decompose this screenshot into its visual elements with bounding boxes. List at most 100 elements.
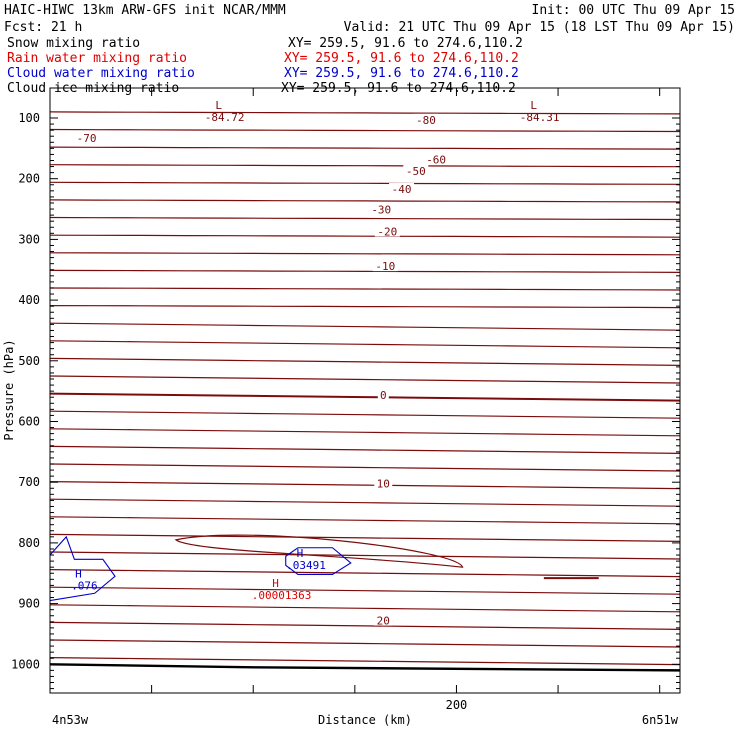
isotherm-line (49, 128, 681, 133)
isotherm-label: -60 (426, 153, 446, 166)
x-axis: 20 0 (151, 88, 661, 712)
isotherm-label: -50 (406, 165, 426, 178)
y-tick-label: 400 (18, 293, 40, 307)
isotherm-label-bg (423, 153, 449, 165)
isotherm-line (49, 657, 681, 666)
isotherm-label-bg (368, 203, 394, 215)
isotherm-line (49, 357, 681, 366)
y-tick-label: 1000 (11, 657, 40, 671)
isotherm-label: -80 (416, 114, 436, 127)
extremum-marker: H (272, 577, 279, 590)
y-tick-label: 700 (18, 475, 40, 489)
extremum-value: .076 (71, 579, 98, 592)
isotherm-label: -20 (377, 226, 397, 239)
init-time: Init: 00 UTC Thu 09 Apr 15 (532, 3, 736, 18)
isotherm-line (49, 216, 681, 221)
extremum-value: .00001363 (252, 589, 312, 602)
legend-xy-rain: XY= 259.5, 91.6 to 274.6,110.2 (284, 51, 519, 66)
isotherm-label-bg (374, 225, 400, 237)
isotherm-line (49, 340, 681, 349)
y-tick-label: 300 (18, 232, 40, 246)
isotherm-line (49, 269, 681, 273)
legend-label-rain: Rain water mixing ratio (7, 51, 187, 66)
extremum-marker: L (530, 99, 537, 112)
y-tick-label: 100 (18, 111, 40, 125)
surface-line (49, 663, 681, 672)
x-end-label: 6n51w (642, 713, 679, 727)
isotherm-line (49, 498, 681, 507)
extremum-marker: L (215, 99, 222, 112)
isotherm-label: 10 (377, 477, 390, 490)
isotherm-line (49, 305, 681, 309)
isotherm-line (49, 621, 681, 630)
y-tick-label: 900 (18, 597, 40, 611)
isotherm-line (49, 533, 681, 542)
isotherm-label: -40 (392, 183, 412, 196)
isotherm-line (49, 586, 681, 595)
legend-label-snow: Snow mixing ratio (7, 36, 140, 51)
isotherm-line (49, 252, 681, 256)
isotherm-line (49, 516, 681, 525)
legend-xy-snow: XY= 259.5, 91.6 to 274.6,110.2 (288, 36, 523, 51)
isotherm-label-bg (374, 477, 393, 489)
y-tick-label: 500 (18, 354, 40, 368)
isotherm-label-bg (403, 164, 429, 176)
isotherm-line (49, 428, 681, 437)
isotherm-line (49, 234, 681, 238)
isotherm-line (49, 463, 681, 472)
isotherm-line (49, 164, 681, 168)
isotherm-line (49, 639, 681, 648)
extremum-marker: H (75, 567, 82, 580)
cloud-water-contour-left (49, 535, 116, 602)
isotherm-line (49, 481, 681, 490)
y-tick-label: 600 (18, 415, 40, 429)
isotherm-line (49, 111, 681, 115)
isotherm-line (49, 392, 681, 402)
x-start-label: 4n53w (52, 713, 89, 727)
cloud-rain-contours (49, 535, 352, 602)
isotherm-label-bg (372, 260, 398, 272)
extremum-value: .03491 (286, 559, 326, 572)
y-tick-label: 200 (18, 172, 40, 186)
y-axis-title: Pressure (hPa) (2, 339, 16, 440)
isotherm-label: -70 (77, 132, 97, 145)
plot-frame (49, 87, 681, 694)
legend: Snow mixing ratio XY= 259.5, 91.6 to 274… (7, 36, 523, 96)
isotherm-closed-contour (174, 534, 464, 568)
isotherm-line (49, 146, 681, 150)
isotherm-label: 0 (380, 389, 387, 402)
isotherm-line (49, 181, 681, 185)
isotherm-line (49, 199, 681, 203)
isotherm-label-bg (374, 614, 393, 626)
isotherm-label-bg (389, 183, 415, 195)
legend-xy-cloud-water: XY= 259.5, 91.6 to 274.6,110.2 (284, 66, 519, 81)
isotherm-line (49, 410, 681, 419)
extremum-value: -84.31 (520, 111, 560, 124)
isotherm-line (49, 551, 681, 560)
x-axis-title: Distance (km) (318, 713, 412, 727)
isotherm-line (49, 322, 681, 331)
isotherm-label: 20 (377, 615, 390, 628)
isotherm-line (49, 375, 681, 384)
valid-time: Valid: 21 UTC Thu 09 Apr 15 (18 LST Thu … (344, 20, 735, 35)
y-tick-label: 800 (18, 536, 40, 550)
isotherm-label-bg (74, 132, 100, 144)
legend-label-cloud-water: Cloud water mixing ratio (7, 66, 195, 81)
x-tick-label: 200 (446, 698, 468, 712)
isotherm-label: -30 (371, 204, 391, 217)
isotherm-label-bg (377, 388, 389, 400)
isotherm-label: -10 (375, 260, 395, 273)
temperature-isotherms (49, 111, 681, 672)
isotherm-line (49, 287, 681, 291)
isotherm-line (49, 569, 681, 578)
isotherm-label-bg (413, 113, 439, 125)
extremum-marker: H (297, 547, 304, 560)
cloud-water-contour-center (285, 547, 352, 576)
isotherm-line (49, 445, 681, 454)
extremum-value: -84.72 (205, 111, 245, 124)
contour-labels: -80-70-60-50-40-30-20-1001020L-84.72L-84… (71, 99, 559, 628)
forecast-hour: Fcst: 21 h (4, 20, 82, 35)
isotherm-line (49, 604, 681, 613)
